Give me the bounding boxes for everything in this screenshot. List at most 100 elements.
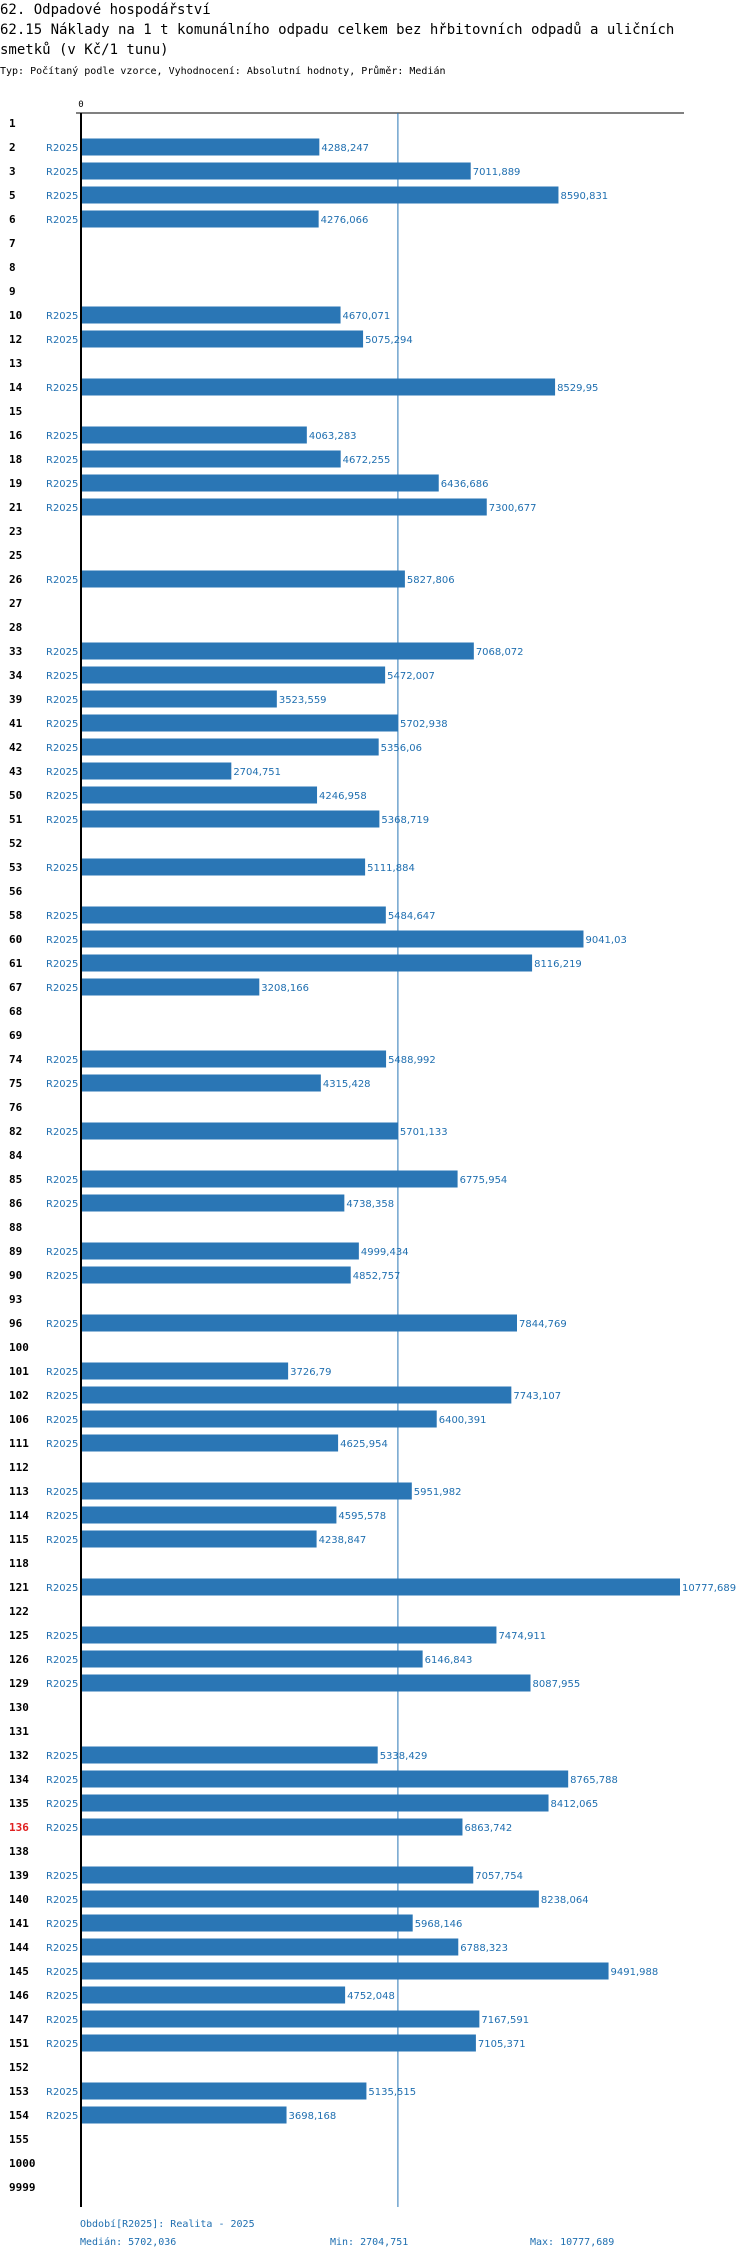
bar-value-label: 6400,391 — [439, 1415, 487, 1426]
bar-value-label: 5368,719 — [381, 815, 429, 826]
bar — [81, 2010, 480, 2028]
series-label: R2025 — [46, 1751, 78, 1762]
bar-value-label: 4315,428 — [323, 1079, 371, 1090]
category-label: 43 — [9, 765, 22, 778]
bar-value-label: 6436,686 — [441, 479, 489, 490]
category-label: 85 — [9, 1173, 22, 1186]
category-label: 60 — [9, 933, 22, 946]
series-label: R2025 — [46, 767, 78, 778]
category-label: 89 — [9, 1245, 22, 1258]
bar — [81, 378, 556, 396]
series-label: R2025 — [46, 1799, 78, 1810]
category-label: 2 — [9, 141, 16, 154]
bar — [81, 1938, 459, 1956]
category-label: 26 — [9, 573, 23, 586]
bar — [81, 1362, 289, 1380]
category-label: 27 — [9, 597, 22, 610]
series-label: R2025 — [46, 1367, 78, 1378]
series-label: R2025 — [46, 1919, 78, 1930]
bar — [81, 306, 341, 324]
bar-value-label: 8238,064 — [541, 1895, 589, 1906]
category-label: 88 — [9, 1221, 22, 1234]
category-label: 51 — [9, 813, 23, 826]
bar — [81, 330, 364, 348]
category-label: 52 — [9, 837, 22, 850]
series-label: R2025 — [46, 1943, 78, 1954]
bar-value-label: 4672,255 — [343, 455, 391, 466]
series-label: R2025 — [46, 431, 78, 442]
category-label: 130 — [9, 1701, 29, 1714]
category-label: 90 — [9, 1269, 22, 1282]
bar — [81, 1122, 398, 1140]
series-label: R2025 — [46, 335, 78, 346]
bar — [81, 1914, 413, 1932]
series-label: R2025 — [46, 911, 78, 922]
bar — [81, 1866, 474, 1884]
category-label: 151 — [9, 2037, 29, 2050]
category-label: 96 — [9, 1317, 23, 1330]
chart-title-continued: smetků (v Kč/1 tunu) — [0, 42, 169, 58]
category-label: 86 — [9, 1197, 23, 1210]
bar-value-label: 5075,294 — [365, 335, 413, 346]
x-axis-tick-label: 0 — [78, 100, 83, 110]
bar-value-label: 5701,133 — [400, 1127, 448, 1138]
series-label: R2025 — [46, 2039, 78, 2050]
series-label: R2025 — [46, 695, 78, 706]
bar — [81, 1674, 531, 1692]
bar-value-label: 4670,071 — [343, 311, 391, 322]
bar-value-label: 7300,677 — [489, 503, 537, 514]
bar — [81, 810, 380, 828]
category-label: 121 — [9, 1581, 29, 1594]
series-label: R2025 — [46, 671, 78, 682]
bar-value-label: 4738,358 — [346, 1199, 394, 1210]
bar — [81, 1386, 512, 1404]
bar — [81, 666, 386, 684]
category-label: 14 — [9, 381, 23, 394]
bar-value-label: 3208,166 — [261, 983, 309, 994]
category-label: 21 — [9, 501, 23, 514]
bar-value-label: 5484,647 — [388, 911, 436, 922]
category-label: 16 — [9, 429, 23, 442]
bar-value-label: 5472,007 — [387, 671, 435, 682]
series-label: R2025 — [46, 1127, 78, 1138]
bar-value-label: 4276,066 — [321, 215, 369, 226]
bar — [81, 2082, 367, 2100]
bar-value-label: 5827,806 — [407, 575, 455, 586]
category-label: 19 — [9, 477, 22, 490]
bar-value-label: 8116,219 — [534, 959, 582, 970]
bar — [81, 1962, 609, 1980]
series-label: R2025 — [46, 1895, 78, 1906]
bar-value-label: 5111,884 — [367, 863, 415, 874]
category-label: 42 — [9, 741, 22, 754]
bar — [81, 570, 405, 588]
series-label: R2025 — [46, 1679, 78, 1690]
bar-value-label: 4288,247 — [321, 143, 369, 154]
bar — [81, 738, 379, 756]
bar-value-label: 8765,788 — [570, 1775, 618, 1786]
bar — [81, 426, 307, 444]
category-label: 154 — [9, 2109, 29, 2122]
category-label: 13 — [9, 357, 22, 370]
series-label: R2025 — [46, 1655, 78, 1666]
series-label: R2025 — [46, 167, 78, 178]
series-label: R2025 — [46, 1511, 78, 1522]
series-label: R2025 — [46, 455, 78, 466]
category-label: 1000 — [9, 2157, 36, 2170]
bar — [81, 1770, 569, 1788]
bar — [81, 1626, 497, 1644]
bar-value-label: 4063,283 — [309, 431, 357, 442]
series-label: R2025 — [46, 1079, 78, 1090]
category-label: 155 — [9, 2133, 29, 2146]
series-label: R2025 — [46, 575, 78, 586]
bar-value-label: 5488,992 — [388, 1055, 436, 1066]
bar — [81, 498, 487, 516]
bar-value-label: 7105,371 — [478, 2039, 526, 2050]
category-label: 33 — [9, 645, 22, 658]
category-label: 113 — [9, 1485, 29, 1498]
bar-value-label: 7474,911 — [498, 1631, 546, 1642]
category-label: 101 — [9, 1365, 29, 1378]
category-label: 7 — [9, 237, 16, 250]
min-label: Min: 2704,751 — [330, 2237, 409, 2248]
series-label: R2025 — [46, 215, 78, 226]
bar — [81, 1482, 412, 1500]
